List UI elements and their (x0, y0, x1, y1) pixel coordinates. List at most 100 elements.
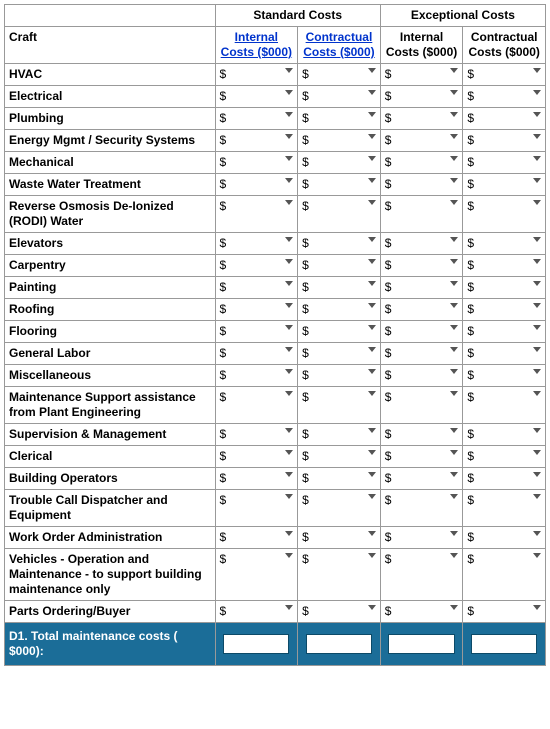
cost-cell-exc-internal[interactable]: $ (380, 549, 463, 601)
cost-cell-exc-contractual[interactable]: $ (463, 601, 546, 623)
chevron-down-icon[interactable] (285, 428, 293, 433)
cost-cell-std-contractual[interactable]: $ (298, 424, 381, 446)
cost-cell-exc-internal[interactable]: $ (380, 233, 463, 255)
cost-cell-std-internal[interactable]: $ (215, 365, 298, 387)
cost-cell-std-contractual[interactable]: $ (298, 387, 381, 424)
chevron-down-icon[interactable] (533, 531, 541, 536)
chevron-down-icon[interactable] (450, 391, 458, 396)
chevron-down-icon[interactable] (285, 178, 293, 183)
chevron-down-icon[interactable] (450, 553, 458, 558)
cost-cell-std-internal[interactable]: $ (215, 64, 298, 86)
chevron-down-icon[interactable] (533, 428, 541, 433)
chevron-down-icon[interactable] (533, 200, 541, 205)
cost-cell-exc-contractual[interactable]: $ (463, 321, 546, 343)
cost-cell-std-internal[interactable]: $ (215, 86, 298, 108)
cost-cell-std-contractual[interactable]: $ (298, 527, 381, 549)
cost-cell-std-contractual[interactable]: $ (298, 152, 381, 174)
cost-cell-std-internal[interactable]: $ (215, 130, 298, 152)
total-input-std-internal[interactable] (223, 634, 289, 654)
cost-cell-std-contractual[interactable]: $ (298, 549, 381, 601)
chevron-down-icon[interactable] (450, 325, 458, 330)
cost-cell-std-contractual[interactable]: $ (298, 299, 381, 321)
cost-cell-std-contractual[interactable]: $ (298, 490, 381, 527)
chevron-down-icon[interactable] (285, 303, 293, 308)
cost-cell-std-contractual[interactable]: $ (298, 174, 381, 196)
cost-cell-std-internal[interactable]: $ (215, 490, 298, 527)
chevron-down-icon[interactable] (533, 178, 541, 183)
chevron-down-icon[interactable] (533, 391, 541, 396)
chevron-down-icon[interactable] (368, 605, 376, 610)
cost-cell-exc-contractual[interactable]: $ (463, 86, 546, 108)
chevron-down-icon[interactable] (450, 90, 458, 95)
cost-cell-exc-internal[interactable]: $ (380, 64, 463, 86)
chevron-down-icon[interactable] (450, 369, 458, 374)
chevron-down-icon[interactable] (450, 472, 458, 477)
cost-cell-exc-internal[interactable]: $ (380, 490, 463, 527)
cost-cell-std-internal[interactable]: $ (215, 468, 298, 490)
cost-cell-std-internal[interactable]: $ (215, 174, 298, 196)
chevron-down-icon[interactable] (533, 605, 541, 610)
cost-cell-std-internal[interactable]: $ (215, 343, 298, 365)
chevron-down-icon[interactable] (450, 200, 458, 205)
cost-cell-std-internal[interactable]: $ (215, 601, 298, 623)
cost-cell-exc-contractual[interactable]: $ (463, 549, 546, 601)
chevron-down-icon[interactable] (450, 156, 458, 161)
chevron-down-icon[interactable] (368, 259, 376, 264)
chevron-down-icon[interactable] (285, 90, 293, 95)
chevron-down-icon[interactable] (368, 156, 376, 161)
cost-cell-exc-internal[interactable]: $ (380, 255, 463, 277)
cost-cell-std-internal[interactable]: $ (215, 108, 298, 130)
cost-cell-exc-internal[interactable]: $ (380, 387, 463, 424)
chevron-down-icon[interactable] (285, 472, 293, 477)
chevron-down-icon[interactable] (368, 178, 376, 183)
cost-cell-exc-internal[interactable]: $ (380, 468, 463, 490)
chevron-down-icon[interactable] (368, 391, 376, 396)
cost-cell-std-contractual[interactable]: $ (298, 343, 381, 365)
cost-cell-exc-internal[interactable]: $ (380, 108, 463, 130)
total-input-exc-contractual[interactable] (471, 634, 537, 654)
cost-cell-exc-internal[interactable]: $ (380, 601, 463, 623)
chevron-down-icon[interactable] (533, 303, 541, 308)
chevron-down-icon[interactable] (285, 200, 293, 205)
chevron-down-icon[interactable] (450, 178, 458, 183)
chevron-down-icon[interactable] (368, 472, 376, 477)
chevron-down-icon[interactable] (450, 134, 458, 139)
cost-cell-std-contractual[interactable]: $ (298, 108, 381, 130)
chevron-down-icon[interactable] (450, 68, 458, 73)
chevron-down-icon[interactable] (533, 90, 541, 95)
cost-cell-exc-internal[interactable]: $ (380, 86, 463, 108)
cost-cell-std-internal[interactable]: $ (215, 424, 298, 446)
cost-cell-std-internal[interactable]: $ (215, 527, 298, 549)
cost-cell-std-contractual[interactable]: $ (298, 601, 381, 623)
chevron-down-icon[interactable] (368, 325, 376, 330)
chevron-down-icon[interactable] (285, 347, 293, 352)
chevron-down-icon[interactable] (533, 68, 541, 73)
chevron-down-icon[interactable] (533, 156, 541, 161)
cost-cell-std-internal[interactable]: $ (215, 196, 298, 233)
cost-cell-std-contractual[interactable]: $ (298, 233, 381, 255)
cost-cell-exc-contractual[interactable]: $ (463, 277, 546, 299)
header-std-internal[interactable]: Internal Costs ($000) (215, 27, 298, 64)
cost-cell-exc-contractual[interactable]: $ (463, 343, 546, 365)
cost-cell-std-contractual[interactable]: $ (298, 196, 381, 233)
cost-cell-std-contractual[interactable]: $ (298, 277, 381, 299)
chevron-down-icon[interactable] (450, 237, 458, 242)
chevron-down-icon[interactable] (285, 259, 293, 264)
cost-cell-exc-contractual[interactable]: $ (463, 365, 546, 387)
cost-cell-std-contractual[interactable]: $ (298, 468, 381, 490)
cost-cell-exc-contractual[interactable]: $ (463, 255, 546, 277)
cost-cell-exc-contractual[interactable]: $ (463, 446, 546, 468)
cost-cell-exc-contractual[interactable]: $ (463, 64, 546, 86)
cost-cell-exc-internal[interactable]: $ (380, 299, 463, 321)
cost-cell-exc-contractual[interactable]: $ (463, 174, 546, 196)
chevron-down-icon[interactable] (450, 281, 458, 286)
chevron-down-icon[interactable] (533, 112, 541, 117)
chevron-down-icon[interactable] (368, 303, 376, 308)
cost-cell-std-internal[interactable]: $ (215, 549, 298, 601)
cost-cell-exc-contractual[interactable]: $ (463, 152, 546, 174)
cost-cell-std-contractual[interactable]: $ (298, 255, 381, 277)
cost-cell-exc-contractual[interactable]: $ (463, 130, 546, 152)
chevron-down-icon[interactable] (450, 494, 458, 499)
cost-cell-exc-contractual[interactable]: $ (463, 299, 546, 321)
cost-cell-std-internal[interactable]: $ (215, 233, 298, 255)
